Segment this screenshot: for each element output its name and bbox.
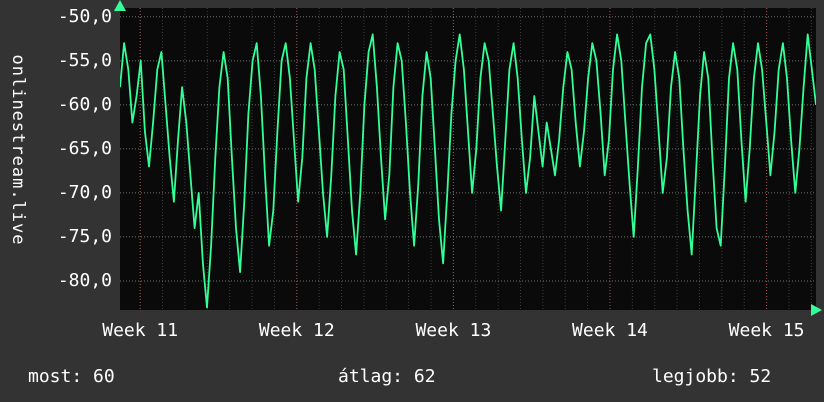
stat-best-value: 52 (749, 366, 772, 387)
stat-best: legjobb: 52 (652, 366, 771, 387)
stat-best-label: legjobb: (652, 366, 739, 387)
y-tick-label: -60,0 (57, 93, 112, 115)
signal-line (120, 33, 816, 309)
x-tick-label: Week 11 (102, 320, 179, 341)
plot-area (120, 8, 816, 310)
y-tick-label: -50,0 (57, 5, 112, 27)
y-tick-label: -70,0 (57, 181, 112, 203)
x-tick-label: Week 15 (728, 320, 805, 341)
stat-average-value: 62 (413, 366, 436, 387)
stat-most: most: 60 (28, 366, 115, 387)
y-axis-arrow-icon (114, 0, 126, 11)
stat-average: átlag: 62 (338, 366, 436, 387)
stats-row: most: 60 átlag: 62 legjobb: 52 (0, 366, 824, 392)
x-axis-arrow-icon (811, 304, 822, 316)
stat-most-value: 60 (93, 366, 115, 387)
y-tick-label: -75,0 (57, 225, 112, 247)
y-tick-label: -80,0 (57, 269, 112, 291)
stat-most-label: most: (28, 366, 83, 387)
x-tick-label: Week 14 (572, 320, 648, 341)
y-tick-label: -55,0 (57, 49, 112, 71)
x-tick-label: Week 12 (258, 320, 335, 341)
y-tick-label: -65,0 (57, 137, 112, 159)
x-axis-labels: Week 11 Week 12 Week 13 Week 14 Week 15 (0, 320, 824, 346)
chart-svg (120, 8, 816, 310)
stat-average-label: átlag: (338, 366, 404, 387)
x-tick-label: Week 13 (415, 320, 492, 341)
